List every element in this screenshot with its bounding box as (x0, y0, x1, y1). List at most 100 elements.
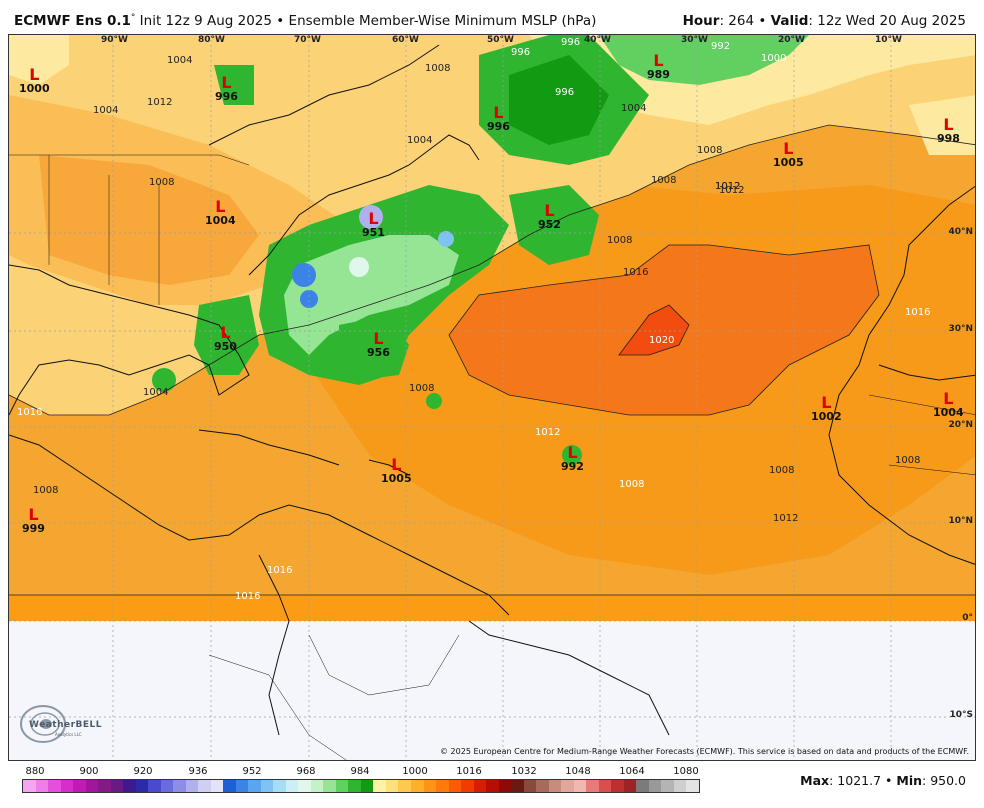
lat-label-30n: 30°N (948, 324, 973, 334)
contour-label: 1008 (409, 383, 435, 394)
colorbar-labels: 880 900 920 936 952 968 984 1000 1016 10… (22, 766, 700, 778)
contour-label: 1012 (147, 97, 173, 108)
low-mark: L (29, 65, 40, 84)
colorbar-swatch (561, 780, 574, 792)
low-value: 1002 (811, 410, 842, 423)
low-mark: L (821, 393, 832, 412)
low-center: L 956 (367, 331, 390, 359)
low-value: 996 (215, 90, 238, 103)
coastlines (9, 44, 975, 736)
graticule (9, 35, 975, 760)
borders (9, 154, 975, 760)
contour-label: 1008 (425, 63, 451, 74)
contour-label: 1016 (905, 307, 931, 318)
low-value: 996 (487, 120, 510, 133)
contour-label: 1008 (607, 235, 633, 246)
lon-label-70w: 70°W (294, 35, 321, 45)
low-center: L 1005 (773, 141, 804, 169)
low-mark: L (493, 103, 504, 122)
lat-label-10n: 10°N (948, 516, 973, 526)
low-mark: L (783, 139, 794, 158)
lon-label-60w: 60°W (392, 35, 419, 45)
colorbar-label: 1032 (511, 766, 537, 777)
min-value: 950.0 (930, 773, 966, 788)
colorbar-swatch (486, 780, 499, 792)
low-center: L 1004 (933, 391, 964, 419)
colorbar-swatch (60, 780, 74, 792)
colorbar-swatch (523, 780, 537, 792)
low-center: L 1005 (381, 457, 412, 485)
colorbar-swatch (160, 780, 174, 792)
colorbar-swatch (586, 780, 599, 792)
product-name: Ensemble Member-Wise Minimum MSLP (hPa) (288, 13, 597, 29)
low-value: 952 (538, 218, 561, 231)
colorbar-swatch (473, 780, 487, 792)
contour-label: 1008 (769, 465, 795, 476)
lon-label-30w: 30°W (681, 35, 708, 45)
low-mark: L (391, 455, 402, 474)
contour-label: 1004 (143, 387, 169, 398)
min-label: Min (896, 773, 923, 788)
colorbar-swatch (273, 780, 286, 792)
colorbar-swatch (548, 780, 562, 792)
weatherbell-logo: WeatherBELL Analytics LLC (15, 702, 102, 748)
colorbar-swatch (511, 780, 524, 792)
low-mark: L (373, 329, 384, 348)
colorbar-label: 900 (79, 766, 99, 777)
contour-label: 996 (511, 47, 531, 58)
colorbar-swatch (198, 780, 211, 792)
colorbar-swatch (185, 780, 199, 792)
contour-label: 992 (711, 41, 731, 52)
low-value: 1000 (19, 82, 50, 95)
colorbar-swatch (335, 780, 349, 792)
lon-label-90w: 90°W (101, 35, 128, 45)
contour-label: 1008 (697, 145, 723, 156)
low-mark: L (544, 201, 555, 220)
low-value: 1005 (773, 156, 804, 169)
low-center: L 1000 (19, 67, 50, 95)
colorbar-swatch (360, 780, 374, 792)
max-label: Max (800, 773, 830, 788)
contour-label: 1016 (623, 267, 649, 278)
low-mark: L (943, 115, 954, 134)
colorbar-swatch (410, 780, 424, 792)
logo-text: WeatherBELL (29, 720, 103, 730)
lon-label-20w: 20°W (778, 35, 805, 45)
colorbar-label: 968 (296, 766, 316, 777)
lat-label-40n: 40°N (948, 227, 973, 237)
contour-label: 1008 (149, 177, 175, 188)
colorbar-swatch (448, 780, 462, 792)
colorbar-swatch (385, 780, 399, 792)
no-data-region (9, 621, 975, 760)
contour-label: 1000 (761, 53, 787, 64)
contour-label: 1008 (33, 485, 59, 496)
colorbar-label: 1064 (619, 766, 645, 777)
mslp-map[interactable]: 90°W 80°W 70°W 60°W 50°W 40°W 30°W 20°W … (8, 34, 976, 761)
colorbar-swatch (611, 780, 624, 792)
low-mark: L (567, 443, 578, 462)
low-center: L 989 (647, 53, 670, 81)
low-center: L 1004 (205, 199, 236, 227)
init-time: Init 12z 9 Aug 2025 (139, 13, 272, 29)
colorbar-swatch (498, 780, 512, 792)
contour-label: 1016 (235, 591, 261, 602)
contour-label: 1004 (621, 103, 647, 114)
colorbar-label: 1016 (456, 766, 482, 777)
low-value: 1004 (205, 214, 236, 227)
low-value: 998 (937, 132, 960, 145)
valid-value: 12z Wed 20 Aug 2025 (817, 13, 966, 29)
contour-label: 996 (561, 37, 581, 48)
colorbar-swatch (110, 780, 124, 792)
valid-label: Valid (770, 13, 809, 29)
colorbar-label: 936 (188, 766, 208, 777)
lon-label-50w: 50°W (487, 35, 514, 45)
header-time: Hour: 264 • Valid: 12z Wed 20 Aug 2025 (682, 13, 966, 29)
lon-label-40w: 40°W (584, 35, 611, 45)
colorbar-label: 920 (133, 766, 153, 777)
colorbar-label: 1000 (402, 766, 428, 777)
low-value: 989 (647, 68, 670, 81)
low-mark: L (943, 389, 954, 408)
colorbar-label: 1080 (673, 766, 699, 777)
contour-label: 996 (555, 87, 575, 98)
contour-label: 1008 (619, 479, 645, 490)
